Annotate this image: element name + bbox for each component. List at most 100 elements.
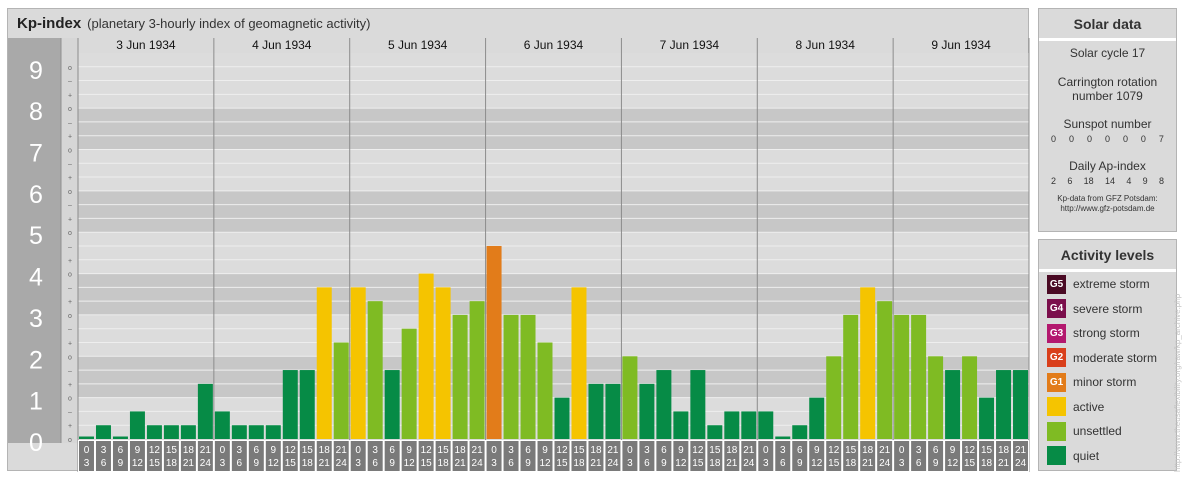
interval-cell: [350, 441, 366, 471]
sunspot-value: 0: [1051, 134, 1057, 144]
interval-start-label: 12: [692, 445, 704, 456]
kp-band: [78, 66, 1029, 109]
kp-bar: [129, 411, 145, 439]
interval-start-label: 3: [101, 445, 107, 456]
interval-start-label: 0: [763, 445, 769, 456]
kp-bar: [112, 436, 128, 439]
legend-item: unsettled: [1047, 421, 1122, 441]
interval-cell: [571, 441, 587, 471]
legend-label: strong storm: [1073, 326, 1140, 340]
y-minor-tick-label: –: [68, 368, 72, 375]
interval-start-label: 12: [556, 445, 568, 456]
interval-start-label: 21: [607, 445, 619, 456]
solar-data-panel: Solar data Solar cycle 17 Carrington rot…: [1038, 8, 1177, 232]
kp-bar: [1013, 370, 1028, 439]
interval-end-label: 15: [285, 458, 297, 469]
interval-end-label: 3: [763, 458, 769, 469]
ap-index-value: 4: [1126, 176, 1132, 186]
interval-end-label: 15: [964, 458, 976, 469]
kp-chart-panel: Kp-index (planetary 3-hourly index of geo…: [7, 8, 1030, 472]
interval-start-label: 9: [135, 445, 141, 456]
kp-bar: [724, 411, 740, 439]
kp-bar: [928, 356, 944, 439]
interval-end-label: 12: [811, 458, 823, 469]
solar-data-title: Solar data: [1039, 9, 1176, 41]
y-tick-label: 8: [29, 98, 43, 126]
interval-cell: [265, 441, 281, 471]
interval-end-label: 18: [981, 458, 993, 469]
interval-end-label: 24: [1015, 458, 1027, 469]
kp-band: [78, 149, 1029, 191]
interval-end-label: 12: [675, 458, 687, 469]
interval-end-label: 21: [726, 458, 738, 469]
source-url: http://www.theusaflexibility.org/raw/kp_…: [1173, 293, 1182, 472]
interval-end-label: 9: [118, 458, 124, 469]
interval-cell: [860, 441, 876, 471]
kp-bar: [333, 342, 349, 439]
kp-bar: [384, 370, 400, 439]
ap-index-value: 9: [1142, 176, 1148, 186]
interval-start-label: 0: [491, 445, 497, 456]
kp-bar: [860, 287, 876, 439]
interval-start-label: 6: [254, 445, 260, 456]
interval-start-label: 15: [981, 445, 993, 456]
interval-end-label: 3: [84, 458, 90, 469]
interval-cell: [656, 441, 672, 471]
interval-cell: [826, 441, 842, 471]
interval-cell: [537, 441, 553, 471]
kp-band: [78, 53, 1029, 67]
interval-end-label: 21: [183, 458, 195, 469]
sunspot-value: 7: [1158, 134, 1164, 144]
ap-index-value: 8: [1158, 176, 1164, 186]
interval-cell: [316, 441, 332, 471]
interval-start-label: 12: [285, 445, 297, 456]
interval-start-label: 0: [84, 445, 90, 456]
interval-cell: [962, 441, 978, 471]
legend-label: severe storm: [1073, 301, 1143, 316]
kp-bar: [248, 425, 264, 439]
legend-item: G1 minor storm: [1047, 372, 1136, 392]
y-minor-tick-label: –: [68, 79, 72, 86]
interval-start-label: 3: [508, 445, 514, 456]
activity-levels-title: Activity levels: [1039, 240, 1176, 272]
y-minor-tick-label: o: [68, 313, 72, 320]
kp-bar: [894, 314, 910, 439]
y-tick-label: 2: [29, 346, 43, 374]
kp-bar: [673, 411, 689, 439]
interval-cell: [843, 441, 859, 471]
y-minor-tick-label: +: [68, 423, 72, 430]
interval-end-label: 18: [845, 458, 857, 469]
kp-bar: [418, 273, 434, 439]
interval-cell: [945, 441, 961, 471]
y-minor-tick-label: –: [68, 327, 72, 334]
sunspot-value: 0: [1104, 134, 1110, 144]
interval-start-label: 12: [964, 445, 976, 456]
interval-end-label: 6: [780, 458, 786, 469]
legend-item: quiet: [1047, 446, 1099, 466]
legend-swatch: [1047, 446, 1066, 465]
legend-label: active: [1073, 399, 1105, 414]
interval-cell: [452, 441, 468, 471]
kp-bar: [775, 436, 791, 439]
sunspot-value: 0: [1122, 134, 1128, 144]
interval-end-label: 3: [491, 458, 497, 469]
ap-index-value: 14: [1104, 176, 1115, 186]
interval-start-label: 21: [879, 445, 891, 456]
interval-cell: [435, 441, 451, 471]
interval-cell: [163, 441, 179, 471]
interval-cell: [894, 441, 910, 471]
kp-bar: [996, 370, 1012, 439]
interval-end-label: 21: [319, 458, 331, 469]
interval-end-label: 21: [998, 458, 1010, 469]
kp-bar: [622, 356, 638, 439]
kp-bar: [877, 301, 893, 439]
kp-bar: [214, 411, 230, 439]
legend-label: minor storm: [1073, 375, 1137, 389]
interval-start-label: 3: [780, 445, 786, 456]
kp-bar: [962, 356, 978, 439]
interval-end-label: 18: [166, 458, 178, 469]
interval-start-label: 3: [237, 445, 243, 456]
kp-bar: [503, 314, 519, 439]
y-minor-tick-label: o: [68, 272, 72, 279]
kp-bar: [486, 245, 502, 439]
